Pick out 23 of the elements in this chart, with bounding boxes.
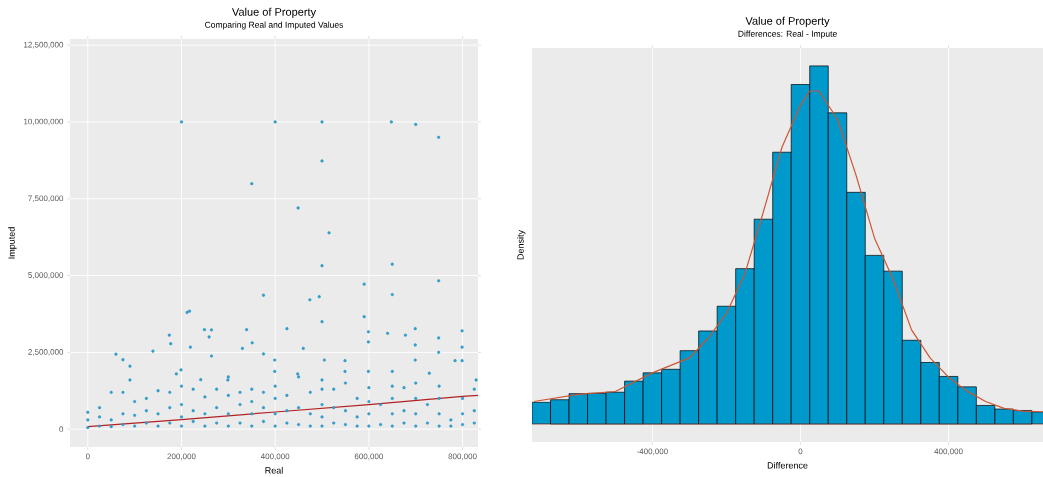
x-tick-label: 0 xyxy=(798,448,803,455)
y-tick-label: 10,000,000 xyxy=(24,118,64,126)
y-tick-label: 2,500,000 xyxy=(28,349,64,356)
x-axis-title: Difference xyxy=(767,462,808,469)
chart-title: Value of Property xyxy=(231,7,317,18)
chart-title: Value of Property xyxy=(745,16,830,27)
x-tick-label: 800,000 xyxy=(448,453,477,461)
x-tick-label: 400,000 xyxy=(260,453,290,461)
x-tick-label: 200,000 xyxy=(167,453,196,461)
y-tick-label: 7,500,000 xyxy=(28,195,64,203)
x-tick-label: 600,000 xyxy=(354,453,384,461)
x-tick-label: 400,000 xyxy=(934,448,963,456)
y-tick-label: 12,500,000 xyxy=(24,41,64,49)
x-axis-title: Real xyxy=(265,467,283,474)
x-tick-label: 0 xyxy=(85,453,90,460)
x-tick-label: -400,000 xyxy=(636,448,668,456)
y-axis-title: Imputed xyxy=(8,227,17,259)
y-tick-label: 5,000,000 xyxy=(28,272,64,279)
y-axis-title: Density xyxy=(517,230,526,260)
chart-subtitle: Comparing Real and Imputed Values xyxy=(205,21,344,30)
line-series xyxy=(87,394,479,428)
y-tick-label: 0 xyxy=(59,426,64,433)
chart-subtitle: Differences: Real - Impute xyxy=(738,30,837,39)
